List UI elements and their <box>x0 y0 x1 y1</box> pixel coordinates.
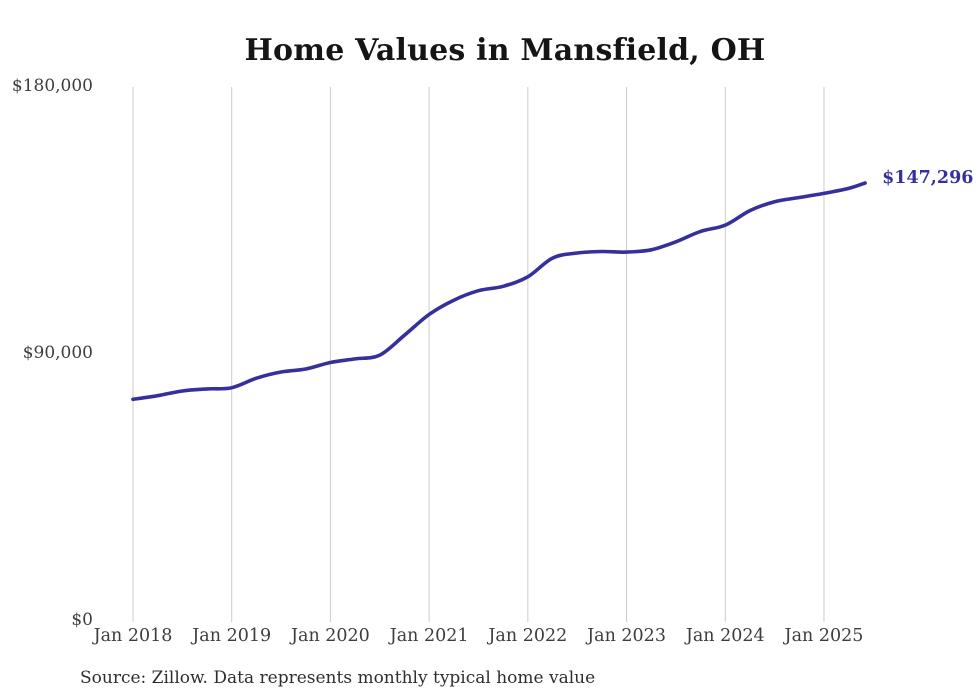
y-tick-label: $0 <box>71 610 93 630</box>
x-tick-label: Jan 2025 <box>784 626 864 646</box>
final-value-label: $147,296 <box>882 168 974 189</box>
gridline-group <box>132 87 825 622</box>
x-tick-label: Jan 2021 <box>389 626 469 646</box>
y-tick-label: $180,000 <box>11 76 93 96</box>
home-value-line <box>131 181 867 402</box>
x-tick-label: Jan 2024 <box>685 626 765 646</box>
x-tick-label: Jan 2018 <box>93 626 173 646</box>
x-tick-label: Jan 2023 <box>587 626 666 646</box>
x-tick-label: Jan 2019 <box>192 626 272 646</box>
x-tick-label: Jan 2022 <box>488 626 568 646</box>
x-tick-label: Jan 2020 <box>290 626 370 646</box>
chart-title: Home Values in Mansfield, OH <box>244 33 766 68</box>
source-note: Source: Zillow. Data represents monthly … <box>80 668 596 688</box>
y-tick-label: $90,000 <box>22 343 93 363</box>
